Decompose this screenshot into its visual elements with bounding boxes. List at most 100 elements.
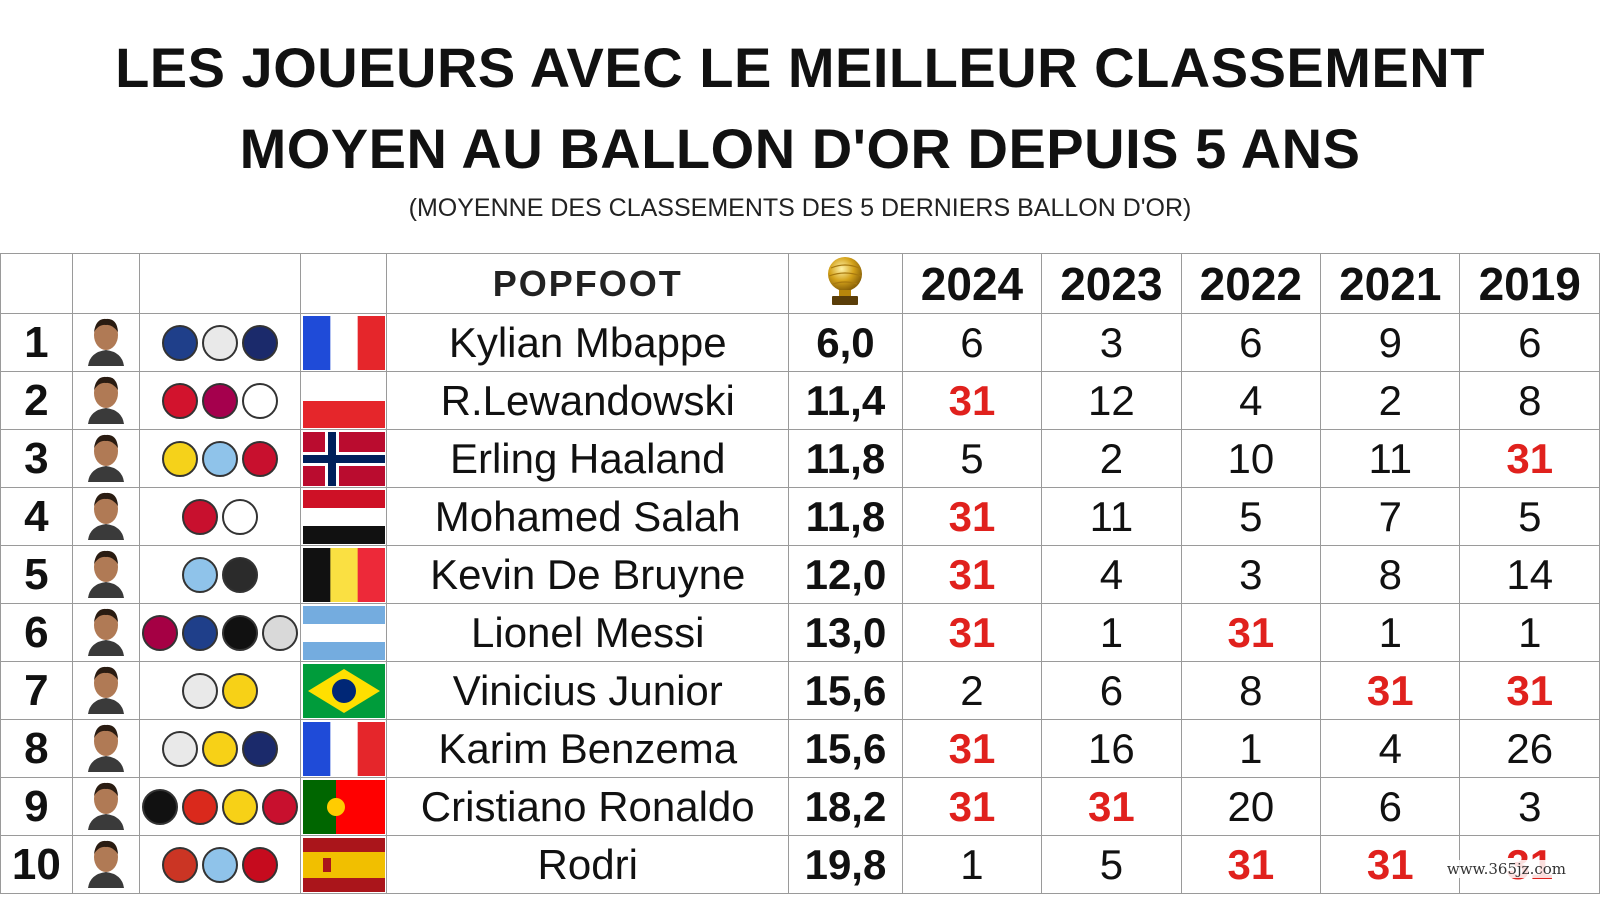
flag-cell (300, 661, 388, 720)
ballon-dor-trophy-icon (828, 257, 863, 305)
ballon-dor-trophy-cell (788, 253, 903, 314)
rank-2019: 14 (1459, 545, 1600, 604)
rank-2023: 6 (1041, 661, 1182, 720)
rank-2021: 6 (1320, 777, 1461, 836)
club-crest-icon (242, 730, 279, 767)
club-crest-icon (162, 382, 199, 419)
club-crest-icon (222, 672, 259, 709)
club-crest-icon (242, 440, 279, 477)
club-crest-icon (182, 498, 219, 535)
average-rank: 11,8 (788, 429, 903, 488)
rank-2021: 8 (1320, 545, 1461, 604)
country-flag-icon (302, 431, 385, 486)
rank-2021: 31 (1320, 661, 1461, 720)
average-rank: 15,6 (788, 661, 903, 720)
brand-logo-cell: POPFOOT (386, 253, 790, 314)
country-flag-icon (302, 837, 385, 892)
flag-cell (300, 545, 388, 604)
rank-2021: 11 (1320, 429, 1461, 488)
rank-2022: 8 (1180, 661, 1322, 720)
player-photo-icon (87, 376, 124, 424)
rank-cell: 7 (0, 661, 73, 720)
player-photo-cell (71, 835, 141, 894)
rank-2024: 31 (901, 371, 1043, 430)
ranking-table: POPFOOT 2024 2023 2022 (0, 253, 1600, 894)
rank-2024: 31 (901, 545, 1043, 604)
club-crest-icon (202, 440, 239, 477)
player-photo-cell (71, 429, 141, 488)
rank-2024: 2 (901, 661, 1043, 720)
header-rank-cell (0, 253, 73, 314)
average-rank: 11,4 (788, 371, 903, 430)
country-flag-icon (302, 315, 385, 370)
rank-2019: 31 (1459, 661, 1600, 720)
subtitle: (MOYENNE DES CLASSEMENTS DES 5 DERNIERS … (408, 194, 1192, 222)
rank-2021: 31 (1320, 835, 1461, 894)
player-photo-cell (71, 777, 141, 836)
player-row: 2 R.Lewandowski 11,4 31 12 4 2 8 (0, 371, 1600, 430)
year-header-2022: 2022 (1180, 253, 1322, 314)
club-crest-icon (222, 498, 259, 535)
club-crest-icon (182, 672, 219, 709)
club-crest-icon (202, 324, 239, 361)
rank-cell: 10 (0, 835, 73, 894)
rank-2024: 5 (901, 429, 1043, 488)
title-line-1: LES JOUEURS AVEC LE MEILLEUR CLASSEMENT (115, 36, 1485, 99)
rank-2023: 12 (1041, 371, 1182, 430)
rank-2022: 31 (1180, 603, 1322, 662)
club-crests-cell (139, 719, 302, 778)
club-crest-icon (202, 846, 239, 883)
club-crest-icon (202, 730, 239, 767)
rank-2019: 1 (1459, 603, 1600, 662)
rank-2024: 1 (901, 835, 1043, 894)
rank-cell: 8 (0, 719, 73, 778)
rank-2024: 31 (901, 719, 1043, 778)
rank-2021: 1 (1320, 603, 1461, 662)
club-crest-icon (222, 556, 259, 593)
player-name: Lionel Messi (386, 603, 790, 662)
rank-2021: 9 (1320, 313, 1461, 372)
player-photo-cell (71, 371, 141, 430)
rank-2022: 1 (1180, 719, 1322, 778)
rank-2022: 31 (1180, 835, 1322, 894)
rank-2023: 11 (1041, 487, 1182, 546)
average-rank: 15,6 (788, 719, 903, 778)
rank-cell: 1 (0, 313, 73, 372)
rank-2023: 3 (1041, 313, 1182, 372)
rank-cell: 2 (0, 371, 73, 430)
rank-2019: 8 (1459, 371, 1600, 430)
country-flag-icon (302, 663, 385, 718)
player-photo-icon (87, 318, 124, 366)
player-name: Kylian Mbappe (386, 313, 790, 372)
rank-2023: 1 (1041, 603, 1182, 662)
rank-2019: 26 (1459, 719, 1600, 778)
header-flag-cell (300, 253, 388, 314)
player-photo-icon (87, 782, 124, 830)
player-photo-icon (87, 724, 124, 772)
player-name: R.Lewandowski (386, 371, 790, 430)
player-photo-icon (87, 666, 124, 714)
flag-cell (300, 835, 388, 894)
header-crest-cell (139, 253, 302, 314)
player-row: 3 Erling Haaland 11,8 5 2 10 11 31 (0, 429, 1600, 488)
flag-cell (300, 487, 388, 546)
country-flag-icon (302, 779, 385, 834)
country-flag-icon (302, 721, 385, 776)
club-crests-cell (139, 835, 302, 894)
club-crest-icon (162, 846, 199, 883)
rank-2022: 20 (1180, 777, 1322, 836)
country-flag-icon (302, 489, 385, 544)
club-crests-cell (139, 487, 302, 546)
rank-2024: 31 (901, 603, 1043, 662)
club-crest-icon (242, 382, 279, 419)
player-photo-cell (71, 545, 141, 604)
flag-cell (300, 371, 388, 430)
club-crest-icon (162, 730, 199, 767)
country-flag-icon (302, 547, 385, 602)
rank-2019: 5 (1459, 487, 1600, 546)
rank-2024: 6 (901, 313, 1043, 372)
club-crest-icon (242, 846, 279, 883)
rank-2019: 6 (1459, 313, 1600, 372)
player-photo-icon (87, 550, 124, 598)
